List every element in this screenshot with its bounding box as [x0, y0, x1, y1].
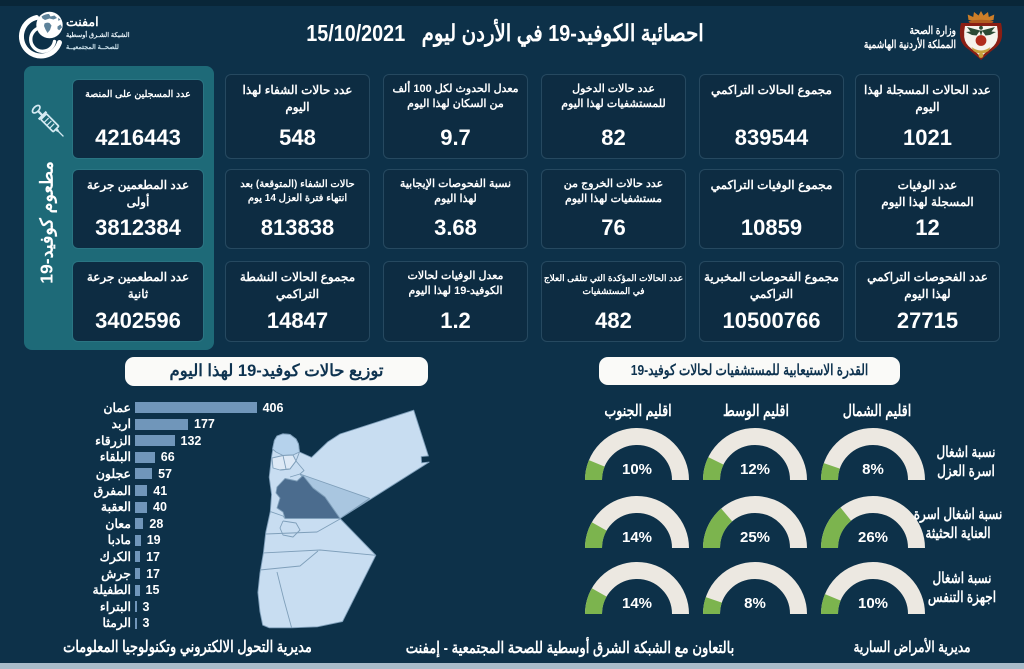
svg-text:14%: 14% [622, 595, 652, 612]
svg-text:10%: 10% [622, 461, 652, 478]
svg-text:12%: 12% [740, 461, 770, 478]
svg-text:8%: 8% [862, 461, 884, 478]
svg-text:26%: 26% [858, 529, 888, 546]
svg-text:8%: 8% [744, 595, 766, 612]
svg-text:10%: 10% [858, 595, 888, 612]
svg-text:25%: 25% [740, 529, 770, 546]
svg-text:14%: 14% [622, 529, 652, 546]
